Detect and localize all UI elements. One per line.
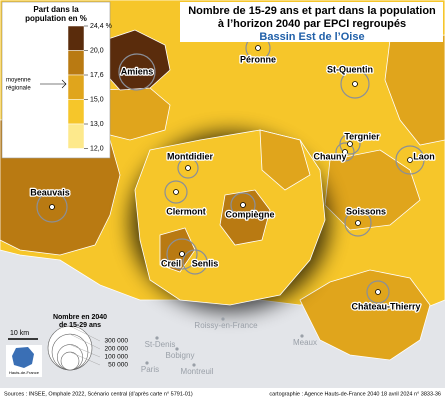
legend-box — [1, 1, 111, 159]
city-label: Péronne — [240, 54, 276, 64]
legend-class — [67, 99, 85, 125]
logo-text: Hauts-de-France — [9, 370, 40, 375]
city-label: Clermont — [166, 206, 206, 216]
place-label: Bobigny — [166, 351, 195, 360]
legend-tick-label: 20,0 — [90, 47, 104, 54]
bubble — [230, 192, 256, 218]
city-dot — [347, 141, 353, 147]
logo-shape — [12, 347, 34, 368]
legend-class — [67, 50, 85, 76]
place-dot — [221, 317, 225, 321]
city-label: Amiens — [121, 66, 154, 76]
city-label: Soissons — [346, 206, 386, 216]
bubble — [395, 145, 425, 175]
place-dot — [175, 347, 179, 351]
bubble — [340, 69, 370, 99]
bubble-legend-label: 300 000 — [105, 338, 129, 345]
place-dot — [300, 334, 304, 338]
bubble — [335, 142, 355, 162]
city-label: Senlis — [192, 258, 219, 268]
bubble-legend-label: 50 000 — [108, 362, 128, 369]
city-dot — [342, 149, 348, 155]
title-box — [180, 2, 443, 42]
bubble — [344, 209, 372, 237]
place-dot — [192, 363, 196, 367]
legend-class — [67, 74, 85, 100]
average-label: moyenne — [6, 78, 31, 84]
place-label: Roissy-en-France — [194, 321, 258, 330]
bubble-legend-leader — [69, 344, 101, 358]
city-dot — [173, 189, 179, 195]
legend-tick-label: 17,6 — [90, 72, 104, 79]
title-line: à l’horizon 2040 par EPCI regroupés — [218, 18, 406, 30]
legend-tick-label: 13,0 — [90, 121, 104, 128]
place-label: Montreuil — [181, 367, 214, 376]
city-dot — [255, 45, 261, 51]
place-label: Paris — [141, 365, 159, 374]
city-dot — [240, 202, 246, 208]
bubble — [36, 191, 68, 223]
place-label: Meaux — [293, 338, 317, 347]
legend-title: population en % — [25, 14, 87, 23]
city-label: Laon — [413, 151, 435, 161]
city-label: Montdidier — [167, 151, 213, 161]
place-dot — [155, 336, 159, 340]
title-line: Nombre de 15-29 ans et part dans la popu… — [188, 5, 436, 17]
bubble-legend-leader — [69, 333, 101, 350]
city-dot — [407, 157, 413, 163]
bubbles — [36, 35, 425, 304]
legend-tick-label: 24,4 % — [90, 23, 112, 30]
city-dot — [49, 204, 55, 210]
bubble — [366, 280, 390, 304]
bubble-legend-title: Nombre en 2040 — [53, 314, 107, 321]
city-dot — [375, 289, 381, 295]
city-label: Beauvais — [30, 187, 70, 197]
city-label: Tergnier — [344, 131, 380, 141]
credits: cartographie : Agence Hauts-de-France 20… — [269, 391, 441, 397]
bubble-legend-circle — [60, 351, 80, 371]
places: Amiens Péronne St-Quentin Montdidier Tergnie… — [29, 45, 436, 376]
city-label: St-Quentin — [327, 64, 373, 74]
legend-class — [67, 25, 85, 51]
legend-tick-label: 15,0 — [90, 96, 104, 103]
bubble-legend-label: 200 000 — [105, 346, 129, 353]
legend-title: Part dans la — [33, 5, 79, 14]
sources: Sources : INSEE, Omphale 2022, Scénario … — [4, 391, 193, 397]
city-dot — [179, 251, 185, 257]
footer-bar — [0, 388, 445, 400]
scale-label: 10 km — [10, 330, 29, 337]
bubble — [118, 53, 156, 91]
bubble-legend-leader — [69, 351, 101, 366]
bubble — [164, 180, 188, 204]
place-dot — [145, 361, 149, 365]
bubble-legend-label: 100 000 — [105, 354, 129, 361]
city-dot — [355, 220, 361, 226]
city-label: Compiègne — [225, 209, 274, 219]
legend-tick-label: 12,0 — [90, 145, 104, 152]
city-dot — [192, 259, 198, 265]
bubble — [166, 238, 198, 270]
city-label: Château-Thierry — [351, 301, 420, 311]
place-label: St-Denis — [145, 340, 176, 349]
city-dot — [134, 69, 140, 75]
legend-class — [67, 123, 85, 149]
city-label: Creil — [161, 258, 181, 268]
subtitle: Bassin Est de l’Oise — [259, 31, 364, 43]
city-dot — [352, 81, 358, 87]
bubble — [182, 249, 208, 275]
average-marker — [40, 79, 67, 89]
bubble-legend-title: de 15-29 ans — [59, 322, 101, 329]
city-dot — [185, 165, 191, 171]
city-label: Chauny — [313, 151, 346, 161]
bubble — [177, 157, 199, 179]
average-label: régionale — [6, 86, 31, 92]
bubble-legend-leader — [69, 325, 101, 342]
